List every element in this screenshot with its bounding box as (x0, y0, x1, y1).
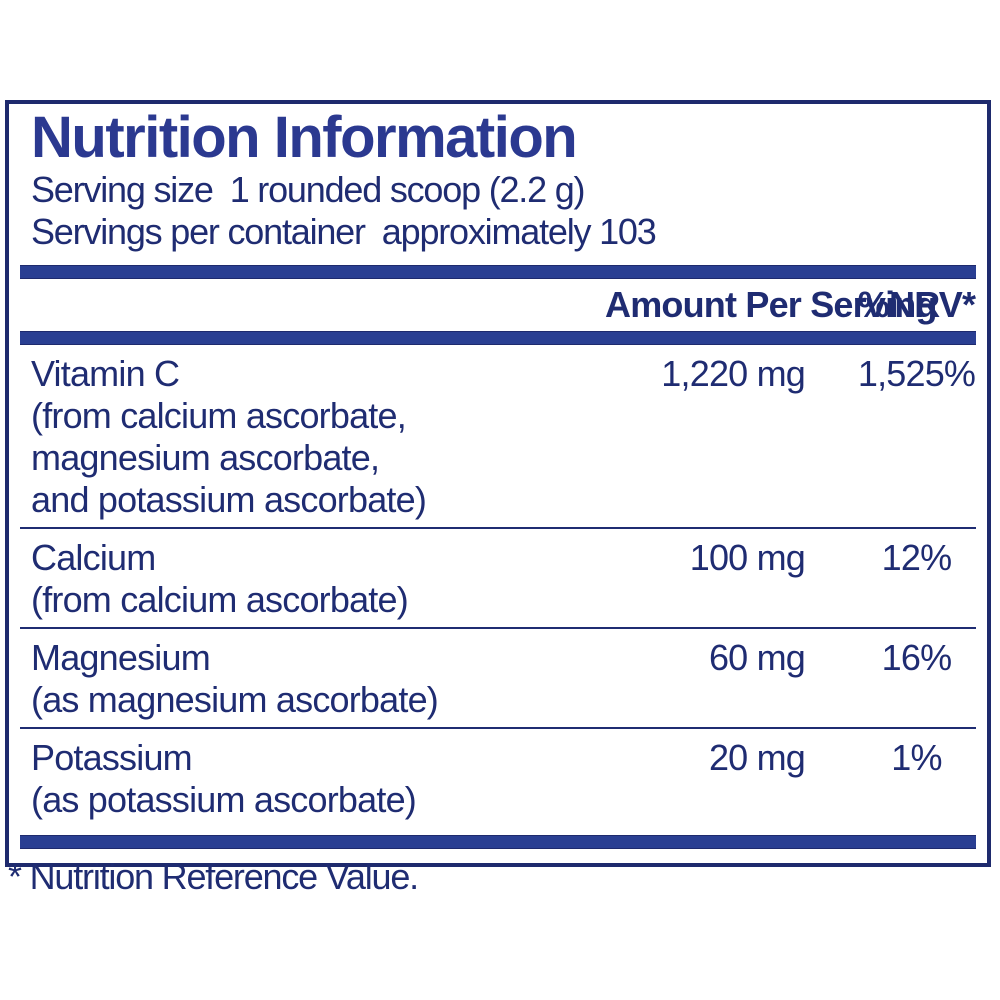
nutrient-detail: (from calcium ascorbate, (31, 394, 407, 436)
servings-per-container-label: Servings per container (31, 210, 366, 252)
row-divider (20, 626, 976, 629)
column-header-amount: Amount Per Serving (605, 283, 937, 325)
nutrient-name: Potassium (31, 736, 193, 778)
nutrient-name-block: Potassium (as potassium ascorbate) (20, 737, 605, 821)
nutrient-amount: 20 mg (708, 736, 806, 778)
row-divider (20, 526, 976, 529)
servings-per-container-line: Servings per container approximately 103 (31, 211, 976, 253)
nutrient-nrv: 16% (881, 636, 952, 678)
nrv-footnote: * Nutrition Reference Value. (8, 856, 419, 897)
nutrient-nrv: 12% (881, 536, 952, 578)
column-header-nrv: %NRV* (857, 283, 976, 325)
nutrient-detail: magnesium ascorbate, (31, 436, 380, 478)
column-headers: Amount Per Serving %NRV* (20, 279, 976, 331)
nutrient-row-magnesium: Magnesium (as magnesium ascorbate) 60 mg… (20, 629, 976, 727)
nutrient-amount: 100 mg (689, 536, 806, 578)
divider-bar-bottom (20, 834, 976, 849)
nutrient-row-potassium: Potassium (as potassium ascorbate) 20 mg… (20, 729, 976, 827)
nutrient-nrv: 1% (891, 736, 942, 778)
nutrition-facts-panel: Nutrition Information Serving size 1 roun… (5, 100, 991, 867)
nutrient-amount: 1,220 mg (661, 352, 806, 394)
serving-size-value: 1 rounded scoop (2.2 g) (229, 168, 586, 210)
panel-title: Nutrition Information (31, 105, 578, 170)
row-divider (20, 726, 976, 729)
nutrient-nrv: 1,525% (857, 352, 976, 394)
nutrient-amount: 60 mg (708, 636, 806, 678)
nutrient-name-block: Magnesium (as magnesium ascorbate) (20, 637, 605, 721)
nutrient-row-vitamin-c: Vitamin C (from calcium ascorbate, magne… (20, 345, 976, 527)
nutrient-name-block: Calcium (from calcium ascorbate) (20, 537, 605, 621)
divider-bar-top (20, 264, 976, 279)
servings-per-container-value: approximately 103 (381, 210, 657, 252)
nutrient-name-block: Vitamin C (from calcium ascorbate, magne… (20, 353, 605, 521)
nutrient-detail: and potassium ascorbate) (31, 478, 427, 520)
nutrient-detail: (from calcium ascorbate) (31, 578, 409, 620)
nutrient-name: Vitamin C (31, 352, 180, 394)
serving-size-line: Serving size 1 rounded scoop (2.2 g) (31, 169, 976, 211)
nutrient-detail: (as magnesium ascorbate) (31, 678, 439, 720)
nutrient-detail: (as potassium ascorbate) (31, 778, 417, 820)
nutrient-name: Calcium (31, 536, 156, 578)
nutrient-row-calcium: Calcium (from calcium ascorbate) 100 mg … (20, 529, 976, 627)
nutrient-name: Magnesium (31, 636, 211, 678)
serving-size-label: Serving size (31, 168, 214, 210)
divider-bar-header (20, 330, 976, 345)
